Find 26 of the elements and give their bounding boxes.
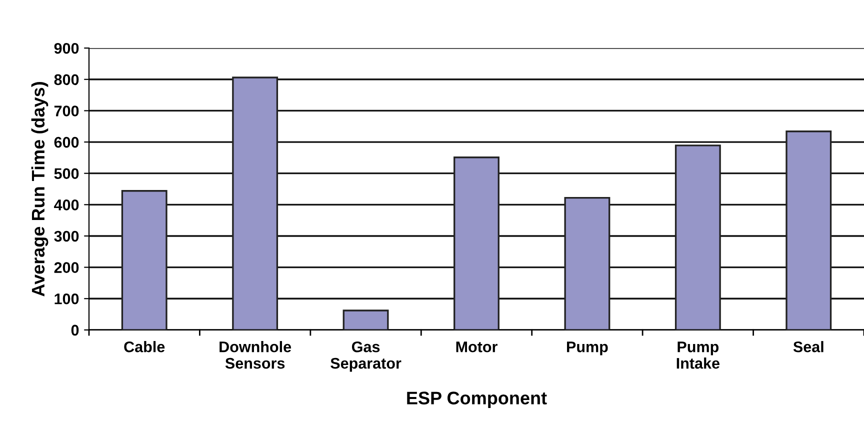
x-tick-label: Gas Separator (330, 341, 402, 372)
y-tick-label: 700 (54, 106, 79, 116)
y-tick-label: 400 (54, 200, 79, 210)
x-tick-label: Pump Intake (676, 342, 720, 369)
x-tick-label: Seal (793, 341, 824, 352)
x-tick-label: Downhole Sensors (220, 341, 292, 369)
x-tick-label: Motor (456, 342, 498, 352)
y-axis-title: Average Run Time (days) (31, 82, 48, 296)
y-tick-label: 300 (54, 230, 79, 242)
y-tick-label: 800 (54, 74, 79, 86)
bar (674, 144, 721, 330)
y-tick-label: 100 (54, 293, 79, 304)
bar (121, 190, 168, 330)
bar (342, 310, 389, 330)
y-tick-label: 600 (54, 136, 79, 148)
bar (232, 76, 278, 330)
bar (564, 196, 610, 330)
bar (454, 156, 500, 330)
x-tick-label: Cable (124, 341, 165, 352)
bar (786, 130, 832, 330)
y-tick-label: 0 (71, 324, 79, 336)
y-tick-label: 200 (54, 262, 79, 273)
y-tick-label: 500 (54, 168, 79, 180)
x-tick-label: Pump (567, 342, 608, 356)
x-axis-title: ESP Component (407, 392, 547, 408)
y-tick-label: 900 (54, 42, 79, 54)
